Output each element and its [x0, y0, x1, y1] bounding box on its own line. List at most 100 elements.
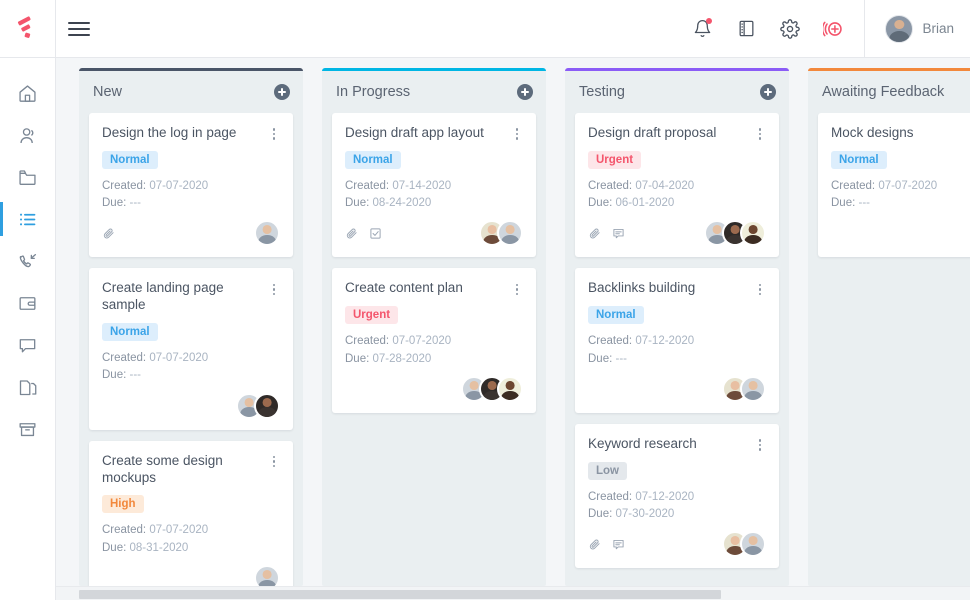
due-value: 08-31-2020 — [129, 541, 189, 554]
card-overflow-menu-icon[interactable] — [268, 280, 280, 296]
notebook-icon[interactable] — [734, 17, 758, 41]
card-overflow-menu-icon[interactable] — [511, 280, 523, 296]
menu-dot — [758, 439, 762, 442]
hamburger-line — [68, 27, 90, 30]
due-label: Due: — [102, 197, 127, 210]
card-overflow-menu-icon[interactable] — [754, 125, 766, 141]
card-meta: Created: 07-07-2020 Due: --- — [102, 178, 280, 213]
created-label: Created: — [831, 179, 876, 192]
priority-badge: Normal — [831, 150, 887, 169]
scrollbar-thumb[interactable] — [79, 590, 721, 599]
created-row: Created: 07-12-2020 — [588, 489, 766, 506]
add-circle-icon[interactable] — [822, 17, 846, 41]
created-value: 07-07-2020 — [149, 524, 209, 537]
card-title: Mock designs — [831, 125, 914, 140]
created-label: Created: — [345, 179, 390, 192]
card-header: Design draft app layout — [345, 125, 523, 142]
card-overflow-menu-icon[interactable] — [754, 436, 766, 452]
card-header: Design draft proposal — [588, 125, 766, 142]
app-logo[interactable] — [0, 0, 56, 58]
comment-icon[interactable] — [612, 538, 625, 551]
hamburger-line — [68, 21, 90, 24]
card-meta: Created: 07-07-2020 Due: --- — [831, 178, 970, 213]
menu-dot — [272, 132, 276, 136]
task-card[interactable]: Create landing page sample Normal Created:… — [89, 268, 293, 430]
tasks-list-icon — [19, 213, 36, 225]
contacts-icon — [20, 127, 34, 143]
checklist-icon[interactable] — [369, 227, 382, 240]
card-overflow-menu-icon[interactable] — [511, 125, 523, 141]
card-header: Keyword research — [588, 436, 766, 453]
column-title: Testing — [579, 84, 625, 100]
sidebar-item-tasks[interactable] — [0, 198, 56, 240]
created-value: 07-04-2020 — [635, 179, 695, 192]
wallet-icon — [19, 296, 36, 310]
avatar[interactable] — [740, 220, 766, 247]
sidebar-item-contacts[interactable] — [0, 114, 56, 156]
task-card[interactable]: Keyword research Low Created: 07-12-2020 Du… — [575, 423, 779, 569]
menu-dot — [758, 448, 762, 451]
due-row: Due: 07-30-2020 — [588, 506, 766, 523]
task-card[interactable]: Backlinks building Normal Created: 07-12-2… — [575, 268, 779, 413]
created-value: 07-07-2020 — [392, 335, 452, 348]
assignee-avatars — [236, 392, 280, 419]
avatar[interactable] — [497, 375, 523, 402]
card-meta: Created: 07-07-2020 Due: 08-31-2020 — [102, 522, 280, 557]
card-header: Mock designs — [831, 125, 970, 142]
board-column: New Design the log in page Normal Created: … — [79, 68, 303, 586]
sidebar-item-archive[interactable] — [0, 408, 56, 450]
task-card[interactable]: Mock designs Normal Created: 07-07-2020 Due… — [818, 113, 970, 258]
horizontal-scrollbar[interactable] — [56, 586, 970, 600]
attachment-icon[interactable] — [102, 227, 115, 240]
add-card-icon[interactable] — [760, 84, 776, 100]
created-row: Created: 07-12-2020 — [588, 333, 766, 350]
comment-icon[interactable] — [612, 227, 625, 240]
task-card[interactable]: Design the log in page Normal Created: 07-… — [89, 113, 293, 258]
task-card[interactable]: Create content plan Urgent Created: 07-07-… — [332, 268, 536, 413]
avatar[interactable] — [740, 531, 766, 558]
user-account-menu[interactable]: Brian — [864, 0, 970, 58]
assignee-avatars — [461, 375, 523, 402]
card-footer — [102, 392, 280, 419]
due-label: Due: — [588, 352, 613, 365]
card-title: Design draft proposal — [588, 125, 717, 140]
card-icon-group — [345, 227, 382, 240]
created-value: 07-12-2020 — [635, 335, 695, 348]
sidebar-item-home[interactable] — [0, 72, 56, 114]
card-footer — [588, 375, 766, 402]
avatar[interactable] — [740, 375, 766, 402]
avatar[interactable] — [497, 220, 523, 247]
card-overflow-menu-icon[interactable] — [268, 125, 280, 141]
add-card-icon[interactable] — [517, 84, 533, 100]
card-overflow-menu-icon[interactable] — [268, 453, 280, 469]
created-value: 07-07-2020 — [149, 179, 209, 192]
column-header: New — [79, 71, 303, 113]
due-value: --- — [858, 197, 871, 210]
attachment-icon[interactable] — [588, 227, 601, 240]
sidebar-item-documents[interactable] — [0, 366, 56, 408]
created-label: Created: — [588, 335, 633, 348]
menu-toggle-button[interactable] — [56, 0, 102, 58]
settings-gear-icon[interactable] — [778, 17, 802, 41]
assignee-avatars — [704, 220, 766, 247]
task-card[interactable]: Create some design mockups High Created: 0… — [89, 440, 293, 586]
sidebar-item-wallet[interactable] — [0, 282, 56, 324]
due-value: --- — [615, 352, 628, 365]
task-card[interactable]: Design draft proposal Urgent Created: 07-0… — [575, 113, 779, 258]
card-footer — [102, 564, 280, 586]
created-label: Created: — [588, 490, 633, 503]
attachment-icon[interactable] — [345, 227, 358, 240]
sidebar-item-calls[interactable] — [0, 240, 56, 282]
task-card[interactable]: Design draft app layout Normal Created: 07… — [332, 113, 536, 258]
sidebar-item-folder[interactable] — [0, 156, 56, 198]
avatar[interactable] — [254, 564, 280, 586]
card-overflow-menu-icon[interactable] — [754, 280, 766, 296]
column-title: New — [93, 84, 123, 100]
column-header: Testing — [565, 71, 789, 113]
add-card-icon[interactable] — [274, 84, 290, 100]
notifications-bell-icon[interactable] — [690, 17, 714, 41]
attachment-icon[interactable] — [588, 538, 601, 551]
avatar[interactable] — [254, 392, 280, 419]
avatar[interactable] — [254, 220, 280, 247]
sidebar-item-chat[interactable] — [0, 324, 56, 366]
